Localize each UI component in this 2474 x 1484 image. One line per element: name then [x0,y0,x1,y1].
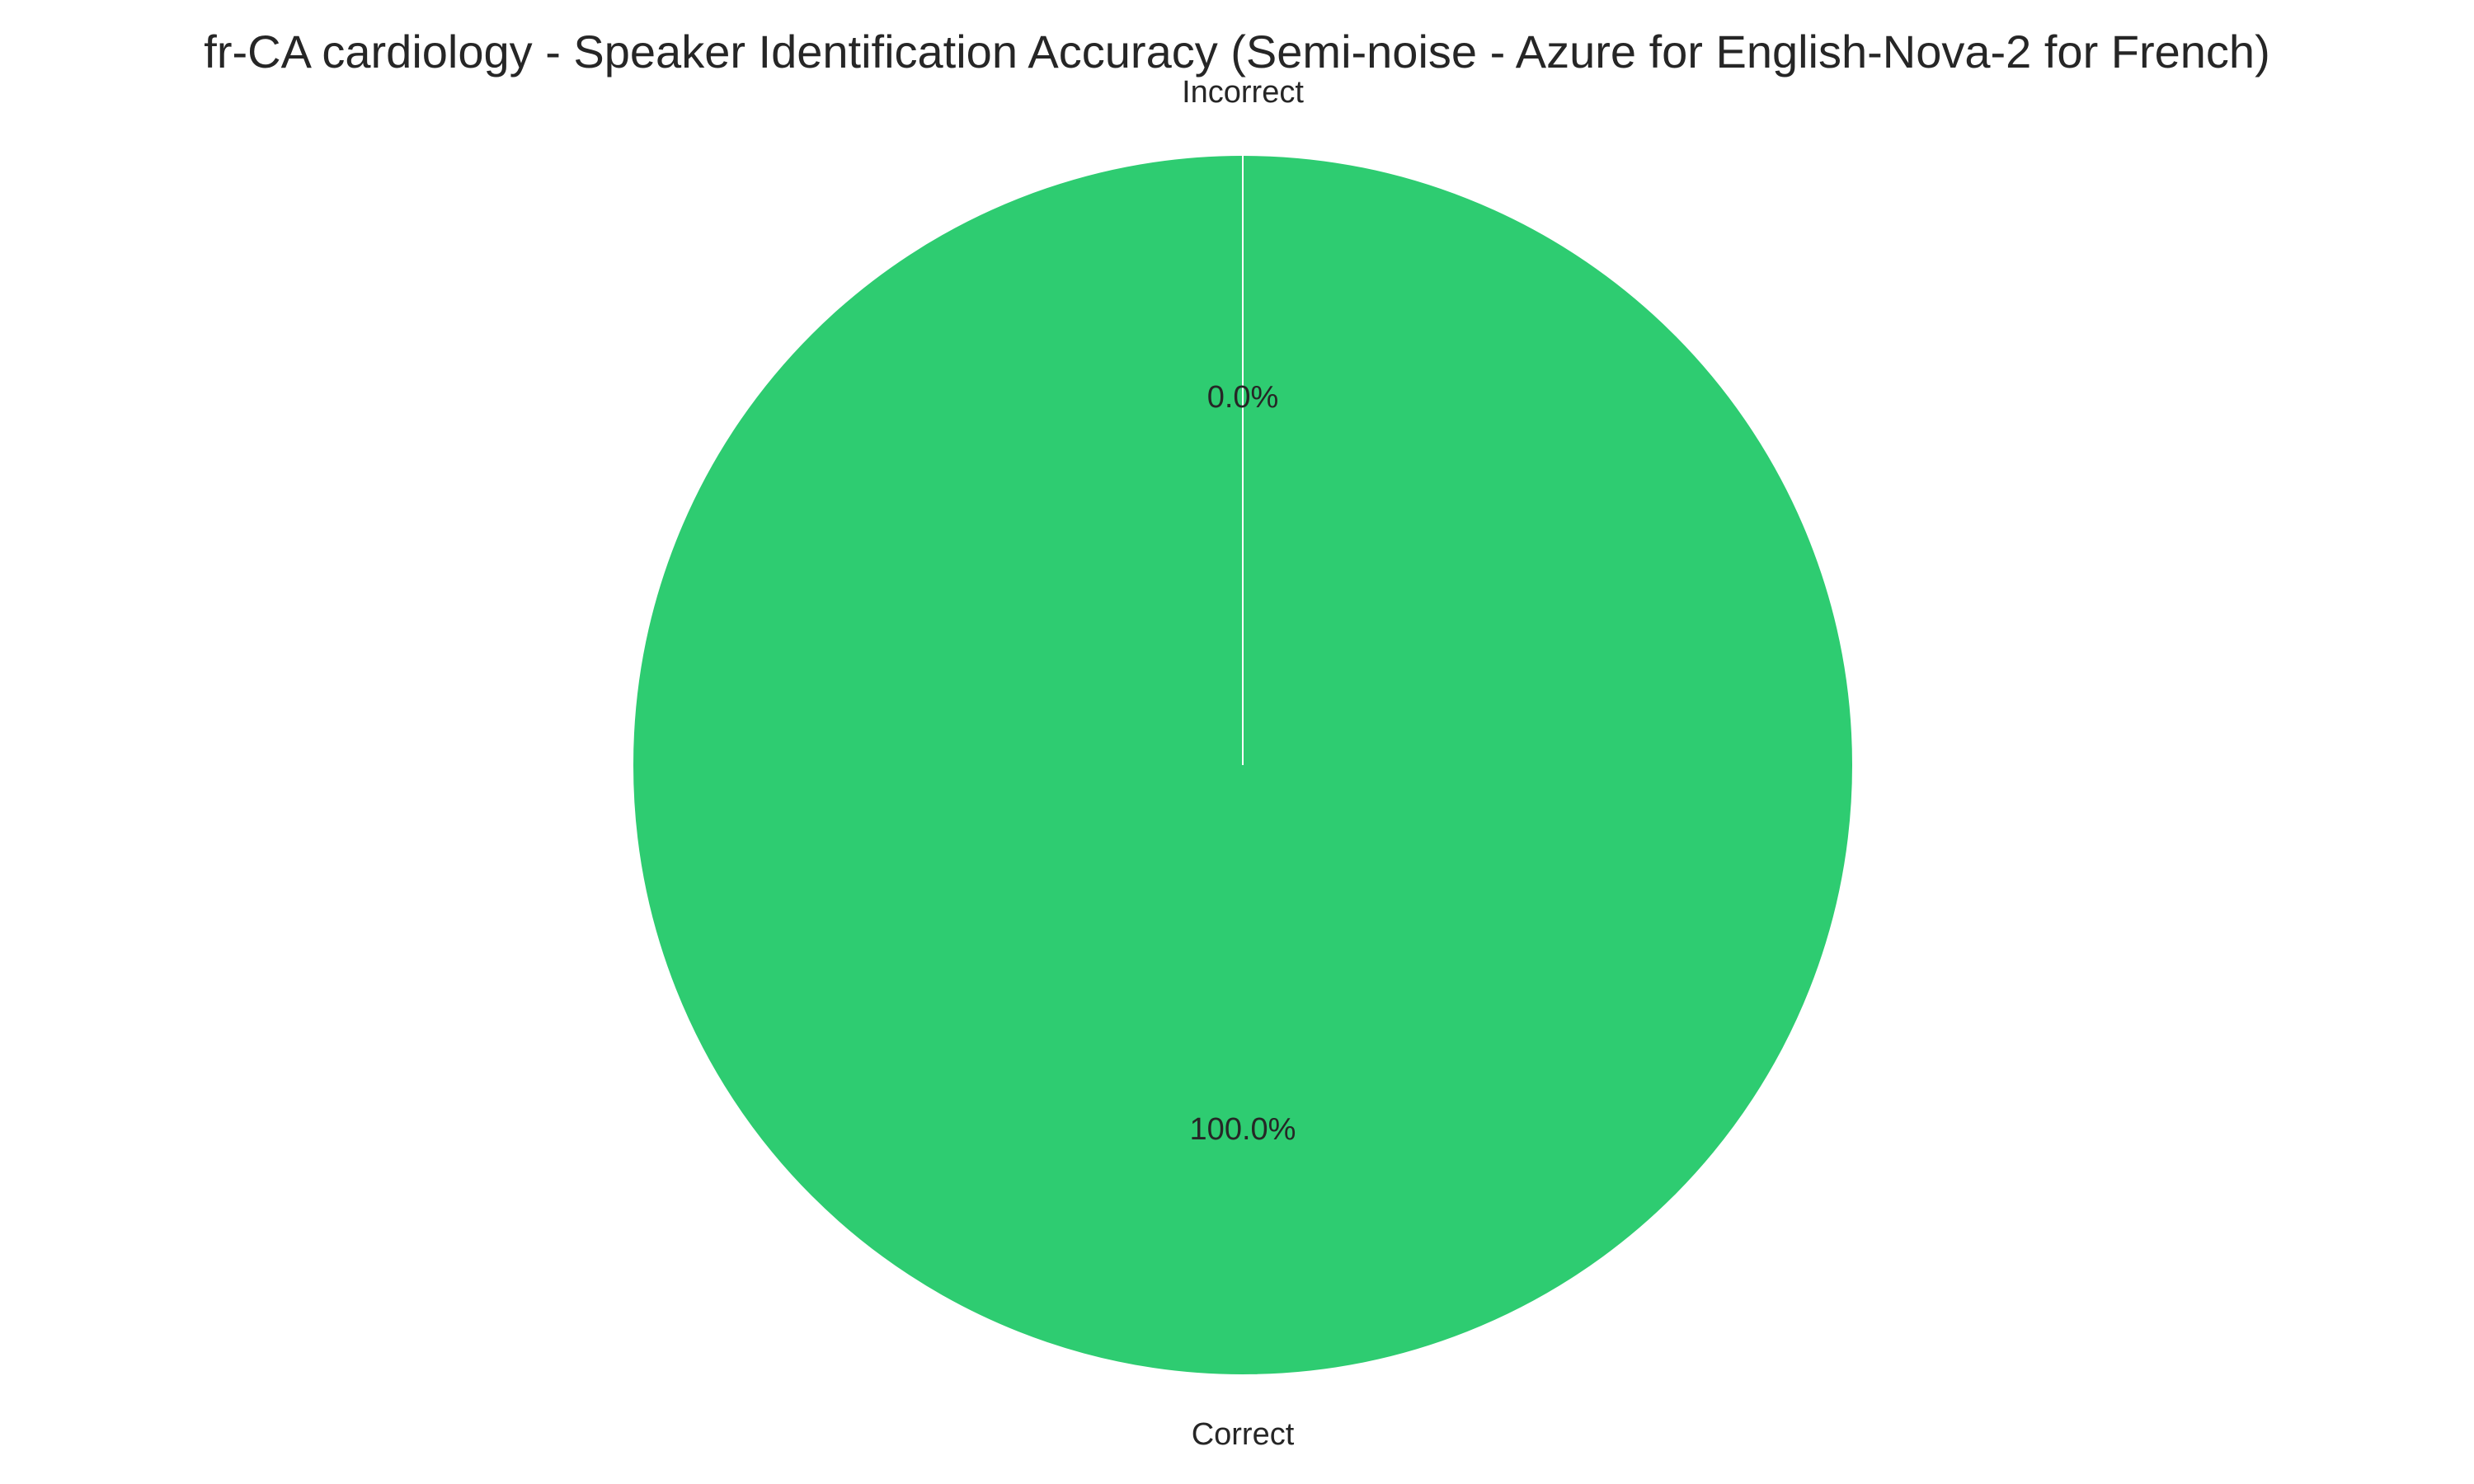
pie-labels: Correct 100.0% Incorrect 0.0% [1182,75,1304,1452]
slice-label-correct: Correct [1192,1417,1295,1452]
percent-label-correct: 100.0% [1190,1112,1296,1147]
slice-label-incorrect: Incorrect [1182,75,1304,110]
percent-label-incorrect: 0.0% [1207,380,1279,415]
chart-title: fr-CA cardiology - Speaker Identificatio… [204,26,2269,77]
pie-slices [632,154,1854,1376]
